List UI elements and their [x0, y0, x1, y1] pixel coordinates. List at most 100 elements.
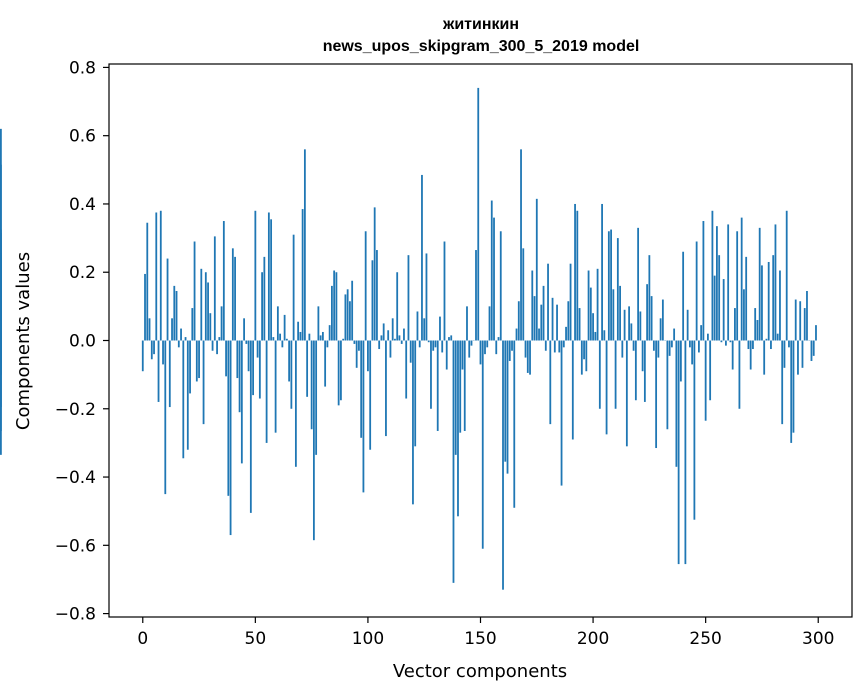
bar [695, 241, 698, 341]
bar [569, 263, 572, 341]
bar [612, 289, 615, 341]
bar [560, 340, 563, 486]
bar [576, 210, 579, 341]
bar [535, 198, 538, 341]
bar [526, 340, 529, 373]
bar [520, 149, 522, 341]
bar [623, 309, 626, 341]
bar [578, 308, 581, 341]
chart-title: житинкин [442, 16, 519, 33]
bar [756, 320, 759, 341]
bar [425, 253, 428, 341]
bar [524, 340, 527, 358]
bar [718, 255, 721, 341]
bar [585, 340, 588, 372]
chart-subtitle: news_upos_skipgram_300_5_2019 model [323, 38, 640, 55]
bar [434, 340, 437, 348]
bar [605, 340, 608, 435]
bar [285, 338, 288, 341]
x-axis: 0 50 100 150 200 250 300 [137, 617, 834, 649]
bar [592, 313, 594, 341]
bar [159, 210, 162, 341]
bar [596, 268, 599, 341]
bar [448, 337, 450, 341]
bar [432, 340, 435, 351]
bar [180, 328, 182, 341]
bar [270, 219, 273, 341]
bar [661, 299, 664, 341]
bar [630, 323, 633, 341]
bar [711, 210, 714, 341]
bar [594, 331, 597, 341]
bar [297, 321, 300, 341]
y-tick-label: −0.8 [55, 605, 96, 625]
bar [673, 328, 676, 341]
bar [141, 340, 144, 372]
bar [722, 279, 725, 341]
bar [414, 340, 417, 447]
bar [412, 340, 414, 505]
bar [229, 340, 232, 536]
y-tick-label: −0.6 [55, 536, 96, 556]
bar [209, 313, 212, 341]
bar [157, 340, 160, 402]
bar [549, 340, 552, 425]
bar [452, 340, 455, 583]
bar [254, 210, 257, 341]
bar [198, 340, 200, 379]
bar [619, 285, 621, 341]
bar [610, 229, 612, 341]
bar [294, 340, 297, 467]
bar [765, 338, 768, 341]
bar [272, 337, 275, 341]
bar [736, 231, 739, 341]
bar [193, 241, 196, 341]
bar [475, 250, 477, 341]
bar [686, 309, 689, 341]
bar [292, 234, 295, 341]
bar [731, 340, 734, 370]
bar [306, 340, 309, 397]
x-tick-label: 200 [577, 629, 609, 649]
bar [749, 340, 752, 370]
bar [628, 306, 630, 341]
bar [225, 340, 227, 377]
bar [0, 340, 2, 344]
bar [812, 340, 815, 356]
bar [0, 320, 2, 341]
bar [274, 340, 277, 433]
x-tick-label: 100 [352, 629, 384, 649]
bar [589, 287, 592, 341]
bar [216, 340, 218, 355]
bar [162, 340, 164, 365]
bar [770, 340, 772, 350]
bar [364, 231, 367, 341]
bar [682, 251, 685, 341]
bar [587, 270, 590, 341]
bar [567, 301, 570, 341]
bar [378, 340, 381, 350]
bar [779, 270, 781, 341]
bar [267, 212, 270, 341]
bar [792, 340, 795, 433]
bar [186, 340, 189, 450]
bar [533, 296, 536, 341]
bar [333, 270, 336, 341]
bar [513, 340, 516, 508]
bar [556, 304, 558, 341]
bar [488, 306, 491, 341]
bar [369, 340, 372, 450]
bar [376, 250, 378, 341]
bar [396, 272, 399, 341]
bar [441, 340, 444, 353]
bar [430, 340, 432, 409]
bar [704, 340, 707, 421]
x-tick-label: 50 [245, 629, 267, 649]
bar [713, 275, 716, 341]
bar [479, 340, 482, 365]
bar [319, 335, 322, 341]
bar [655, 340, 658, 449]
bar [551, 297, 554, 341]
bar [601, 203, 603, 341]
